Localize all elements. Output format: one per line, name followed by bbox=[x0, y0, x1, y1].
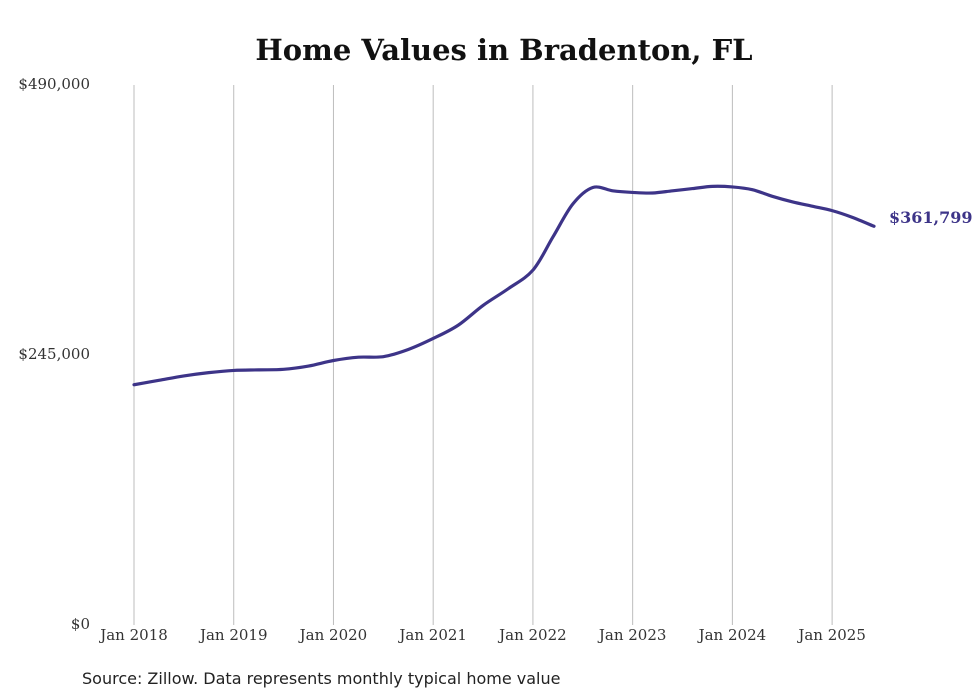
x-tick-label: Jan 2025 bbox=[796, 626, 866, 644]
x-tick-label: Jan 2024 bbox=[697, 626, 767, 644]
x-tick-label: Jan 2018 bbox=[98, 626, 168, 644]
x-axis-ticks: Jan 2018 Jan 2019 Jan 2020 Jan 2021 Jan 2022… bbox=[98, 626, 866, 644]
y-tick-label: $490,000 bbox=[18, 75, 90, 93]
y-tick-label: $0 bbox=[71, 615, 90, 633]
chart-title: Home Values in Bradenton, FL bbox=[255, 33, 752, 67]
source-note: Source: Zillow. Data represents monthly … bbox=[82, 669, 560, 688]
x-tick-label: Jan 2019 bbox=[198, 626, 268, 644]
series-line bbox=[132, 184, 876, 387]
x-tick-label: Jan 2021 bbox=[397, 626, 467, 644]
end-value-label: $361,799 bbox=[889, 208, 973, 227]
x-tick-label: Jan 2020 bbox=[298, 626, 368, 644]
y-tick-label: $245,000 bbox=[18, 345, 90, 363]
x-tick-label: Jan 2023 bbox=[597, 626, 667, 644]
x-tick-label: Jan 2022 bbox=[497, 626, 567, 644]
gridlines bbox=[133, 85, 833, 625]
y-axis-ticks: $0 $245,000 $490,000 bbox=[18, 75, 90, 633]
